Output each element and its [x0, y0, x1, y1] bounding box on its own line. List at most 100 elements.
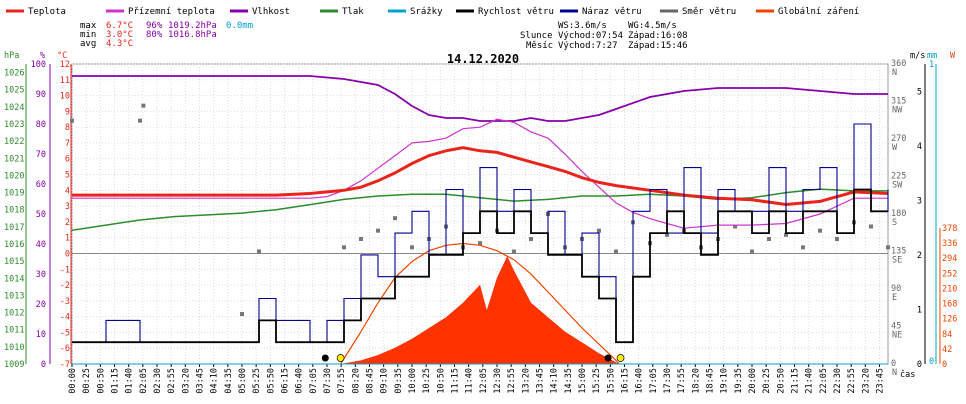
- x-tick-label: 13:20: [521, 368, 531, 394]
- dir-tick-deg: 135: [891, 247, 906, 257]
- wind-direction-point: [359, 237, 363, 241]
- legend-label: Vlhkost: [252, 7, 290, 17]
- rad-tick: 336: [942, 239, 957, 249]
- x-tick-label: 14:35: [564, 368, 574, 394]
- wind-tick: 0: [917, 360, 922, 370]
- x-tick-label: 03:20: [181, 368, 191, 394]
- x-tick-label: 12:30: [493, 368, 503, 394]
- rad-tick: 0: [942, 360, 947, 370]
- x-tick-label: 08:20: [351, 368, 361, 394]
- hpa-tick: 1009: [4, 360, 24, 370]
- wind-direction-point: [478, 241, 482, 246]
- pct-tick: 80: [36, 120, 46, 130]
- wind-direction-point: [835, 237, 839, 241]
- x-tick-label: 03:45: [196, 368, 206, 394]
- moonset-marker: [604, 354, 612, 362]
- temp-tick: -1: [60, 265, 70, 275]
- dir-tick-name: SE: [892, 256, 902, 266]
- x-tick-label: 04:35: [224, 368, 234, 394]
- x-tick-label: 01:40: [125, 368, 135, 394]
- x-tick-label: 17:05: [649, 368, 659, 394]
- wind-direction-point: [818, 228, 822, 233]
- stat-pressure: 1019.2hPa: [168, 21, 217, 31]
- x-tick-label: 19:35: [734, 368, 744, 394]
- hpa-axis-unit: hPa: [4, 51, 19, 61]
- x-tick-label: 15:00: [578, 368, 588, 394]
- hpa-tick: 1019: [4, 189, 24, 199]
- humidity-line: [72, 75, 888, 122]
- temp-tick: 10: [60, 92, 70, 102]
- legend-label: Přízemní teplota: [128, 7, 215, 17]
- x-tick-label: 00:50: [96, 368, 106, 394]
- x-tick-label: 00:25: [82, 368, 92, 394]
- dir-tick-deg: 270: [891, 134, 906, 144]
- pct-tick: 50: [36, 210, 46, 220]
- hpa-tick: 1021: [4, 154, 24, 164]
- wind-direction-point: [750, 249, 754, 254]
- x-tick-label: 11:40: [465, 368, 475, 394]
- x-tick-label: 23:20: [861, 368, 871, 394]
- dir-tick-deg: 225: [891, 172, 906, 182]
- wind-direction-point: [529, 237, 533, 241]
- wind-direction-point: [393, 216, 397, 221]
- stat-rain: 0.0mm: [226, 21, 253, 31]
- hpa-tick: 1026: [4, 69, 24, 79]
- pct-tick: 0: [41, 360, 46, 370]
- x-tick-label: 22:55: [847, 368, 857, 394]
- dir-tick-name: SW: [892, 181, 903, 191]
- hpa-tick: 1024: [4, 103, 24, 113]
- wind-direction-point: [869, 224, 873, 229]
- x-tick-label: 05:25: [252, 368, 262, 394]
- wind-direction-point: [376, 228, 380, 233]
- chart-title: 14.12.2020: [447, 52, 519, 66]
- x-tick-label: 10:25: [422, 368, 432, 394]
- wind-direction-point: [665, 232, 669, 237]
- x-tick-label: 02:55: [167, 368, 177, 394]
- sun-label: Slunce: [520, 31, 553, 41]
- legend-label: Teplota: [28, 7, 66, 17]
- temp-axis-unit: °C: [57, 51, 67, 61]
- stat-temp: 6.7°C: [106, 21, 133, 31]
- legend-label: Rychlost větru: [478, 7, 554, 17]
- wind-axis-unit: m/s: [910, 51, 925, 61]
- x-tick-label: 00:00: [68, 368, 78, 394]
- x-tick-label: 14:10: [550, 368, 560, 394]
- x-tick-label: 06:40: [295, 368, 305, 394]
- sunrise-marker: [336, 354, 345, 362]
- wind-direction-point: [767, 237, 771, 241]
- moon-label: Měsíc: [526, 41, 553, 51]
- sunset-time: Západ:16:08: [628, 31, 688, 41]
- hpa-tick: 1012: [4, 309, 24, 319]
- temp-tick: -7: [60, 360, 70, 370]
- moonset-time: Západ:15:46: [628, 41, 688, 51]
- x-tick-label: 18:45: [706, 368, 716, 394]
- x-tick-label: 19:10: [720, 368, 730, 394]
- theoretical-radiation-line: [340, 242, 620, 365]
- rad-tick: 126: [942, 315, 957, 325]
- wind-direction-point: [138, 118, 142, 123]
- sunset-marker: [616, 354, 625, 362]
- ground-temp-line: [72, 118, 888, 229]
- x-tick-label: 15:25: [592, 368, 602, 394]
- wind-direction-point: [70, 118, 74, 123]
- stat-humidity: 80%: [146, 30, 163, 40]
- rain-tick: 0: [929, 357, 934, 367]
- pct-tick: 30: [36, 270, 46, 280]
- wind-direction-point: [240, 312, 244, 316]
- solar-radiation-area: [340, 256, 620, 364]
- x-tick-label: 16:15: [621, 368, 631, 394]
- x-tick-label: 02:30: [153, 368, 163, 394]
- temp-tick: 1: [65, 234, 70, 244]
- x-tick-label: 07:55: [337, 368, 347, 394]
- pct-tick: 10: [36, 330, 46, 340]
- pct-tick: 90: [36, 90, 46, 100]
- rad-tick: 210: [942, 284, 957, 294]
- hpa-tick: 1020: [4, 171, 24, 181]
- hpa-tick: 1016: [4, 240, 24, 250]
- dir-tick-deg: 90: [891, 284, 901, 294]
- hpa-tick: 1014: [4, 274, 24, 284]
- stat-temp: 4.3°C: [106, 39, 133, 49]
- hpa-tick: 1013: [4, 291, 24, 301]
- stat-temp: 3.0°C: [106, 30, 133, 40]
